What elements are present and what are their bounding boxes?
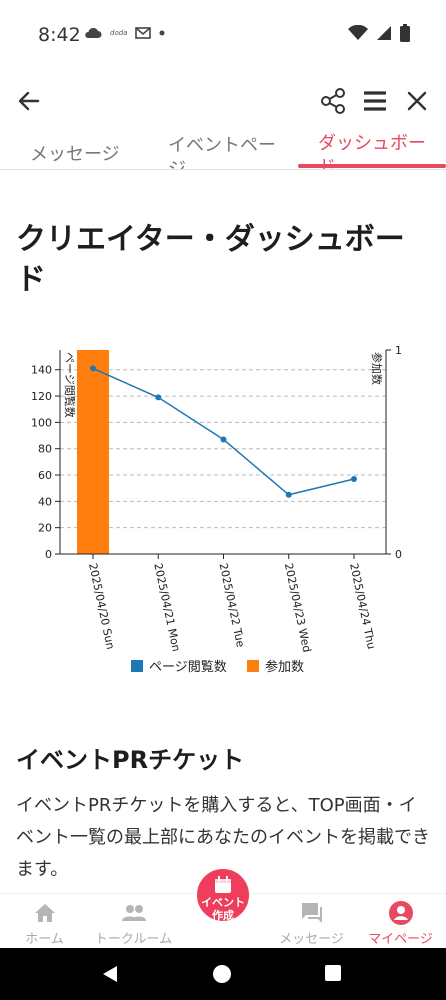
x-tick-label: 2025/04/24 Thu [347, 562, 378, 650]
nav-home-label: ホーム [25, 932, 64, 947]
nav-message[interactable]: メッセージ [267, 894, 356, 949]
system-home-icon[interactable] [212, 964, 232, 984]
status-bar: 8:42 doda [0, 0, 446, 72]
x-tick-label: 2025/04/20 Sun [86, 562, 117, 651]
nav-message-label: メッセージ [279, 932, 344, 947]
tab-message[interactable]: メッセージ [30, 140, 120, 169]
y-left-tick-label: 80 [38, 443, 52, 456]
notification-icons: doda [84, 26, 165, 40]
y-right-tick-label: 0 [395, 548, 402, 561]
series-point [90, 365, 96, 372]
y-left-tick-label: 60 [38, 469, 52, 482]
nav-mypage[interactable]: マイページ [356, 894, 445, 949]
cloud-icon [85, 27, 102, 38]
legend-swatch-views [131, 660, 143, 672]
hamburger-menu-icon[interactable] [360, 86, 390, 116]
chart-bar [77, 350, 109, 554]
chat-icon [301, 903, 322, 923]
account-icon [388, 901, 413, 925]
dot-icon [159, 30, 165, 36]
tab-message-label: メッセージ [30, 144, 120, 165]
series-point [285, 491, 292, 498]
page-title: クリエイター・ダッシュボード [16, 222, 405, 297]
nav-home[interactable]: ホーム [0, 894, 89, 949]
system-back-icon[interactable] [100, 964, 120, 984]
nav-talkroom-label: トークルーム [94, 932, 173, 947]
system-recents-icon[interactable] [324, 964, 342, 982]
y-left-tick-label: 20 [38, 522, 52, 535]
legend-label-participants: 参加数 [265, 659, 304, 675]
app-bar [0, 76, 446, 130]
y-right-tick-label: 1 [395, 344, 402, 357]
x-tick-label: 2025/04/22 Tue [217, 562, 248, 649]
pr-section-title: イベントPRチケット [16, 746, 245, 774]
nav-talkroom[interactable]: トークルーム [89, 894, 178, 949]
y-left-tick-label: 140 [31, 364, 52, 377]
tab-event-page-label: イベントページ [168, 135, 276, 170]
status-time: 8:42 [38, 24, 81, 46]
share-icon[interactable] [318, 86, 348, 116]
y-left-tick-label: 0 [45, 548, 52, 561]
legend-swatch-participants [247, 660, 259, 672]
y-left-tick-label: 100 [31, 416, 52, 429]
y-left-axis-label: ページ閲覧数 [63, 352, 77, 418]
series-point [220, 436, 227, 443]
system-status-icons [348, 24, 410, 42]
mail-icon [135, 27, 152, 39]
y-left-tick-label: 40 [38, 495, 52, 508]
active-tab-indicator [298, 164, 446, 168]
tab-event-page[interactable]: イベントページ [168, 134, 288, 170]
system-nav-bar [0, 948, 446, 1000]
calendar-icon [215, 876, 231, 893]
dashboard-chart: 0 20 40 60 80 100 120 140 0 1 ページ閲覧数 参加数 2025/04/20 … [0, 330, 446, 690]
close-icon[interactable] [402, 86, 432, 116]
arrow-left-icon[interactable] [14, 86, 44, 116]
nav-mypage-label: マイページ [368, 932, 433, 947]
create-event-button[interactable]: イベント 作成 [194, 866, 252, 924]
series-point [155, 394, 162, 401]
y-right-axis-label: 参加数 [370, 352, 384, 385]
pr-section-body: イベントPRチケットを購入すると、TOP画面・イベント一覧の最上部にあなたのイベ… [16, 795, 430, 880]
battery-icon [400, 24, 410, 42]
create-event-line1: イベント [201, 896, 245, 909]
signal-icon [377, 26, 391, 40]
series-line [92, 367, 355, 496]
x-tick-label: 2025/04/21 Mon [151, 562, 182, 653]
people-icon [121, 905, 146, 921]
x-tick-label: 2025/04/23 Wed [282, 562, 314, 654]
legend-label-views: ページ閲覧数 [149, 659, 227, 675]
tab-bar: メッセージ イベントページ ダッシュボード [0, 130, 446, 170]
series-point [351, 475, 357, 482]
notif-app-name: doda [110, 29, 128, 37]
create-event-line2: 作成 [212, 909, 234, 922]
home-icon [34, 904, 55, 922]
wifi-icon [348, 25, 368, 40]
y-left-tick-label: 120 [31, 390, 52, 403]
